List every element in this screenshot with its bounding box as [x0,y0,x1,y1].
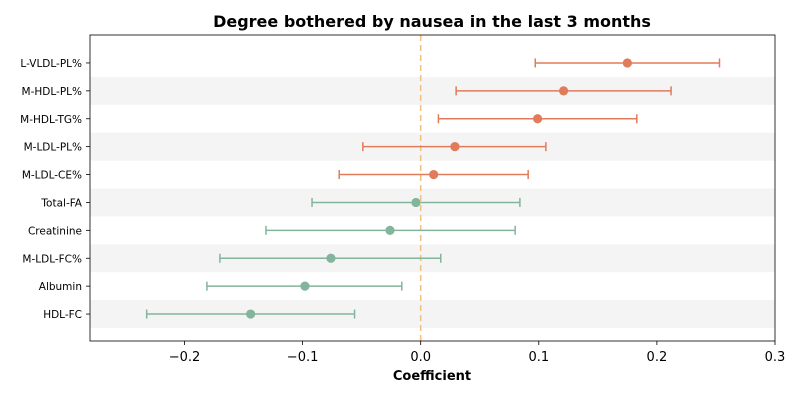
estimate-point [450,142,460,152]
estimate-point [326,253,336,263]
estimate-point [385,225,395,235]
y-tick-label: M-HDL-PL% [22,86,82,98]
y-tick-label: M-LDL-PL% [24,142,82,154]
estimate-point [533,114,543,124]
estimate-point [622,58,632,68]
y-tick-label: L-VLDL-PL% [20,58,82,70]
chart-marks [145,58,721,319]
estimate-point [300,281,310,291]
y-tick-label: M-HDL-TG% [20,114,82,126]
row-band [90,76,775,105]
estimate-point [246,309,256,319]
estimate-point [411,197,421,208]
x-tick-label: 0.3 [765,350,786,365]
y-tick-label: Total-FA [40,197,82,209]
x-tick-label: 0.1 [528,350,549,365]
y-tick-label: M-LDL-FC% [22,253,82,265]
x-axis-label: Coefficient [393,369,471,384]
plot-frame [89,34,776,342]
y-tick-label: HDL-FC [43,309,82,321]
x-axis: −0.2 −0.1 0.0 0.1 0.2 0.3 [169,341,786,365]
y-tick-label: Albumin [39,281,82,293]
y-axis: L-VLDL-PL% M-HDL-PL% M-HDL-TG% M-LDL-PL% M-L… [20,58,90,321]
x-tick-label: −0.1 [287,350,319,365]
x-tick-label: 0.0 [410,350,431,365]
y-tick-label: M-LDL-CE% [22,170,82,182]
x-tick-label: 0.2 [647,350,668,365]
estimate-point [558,86,569,96]
y-tick-label: Creatinine [28,225,82,237]
estimate-point [429,169,439,180]
x-tick-label: −0.2 [169,350,201,365]
chart-title: Degree bothered by nausea in the last 3 … [213,12,651,31]
